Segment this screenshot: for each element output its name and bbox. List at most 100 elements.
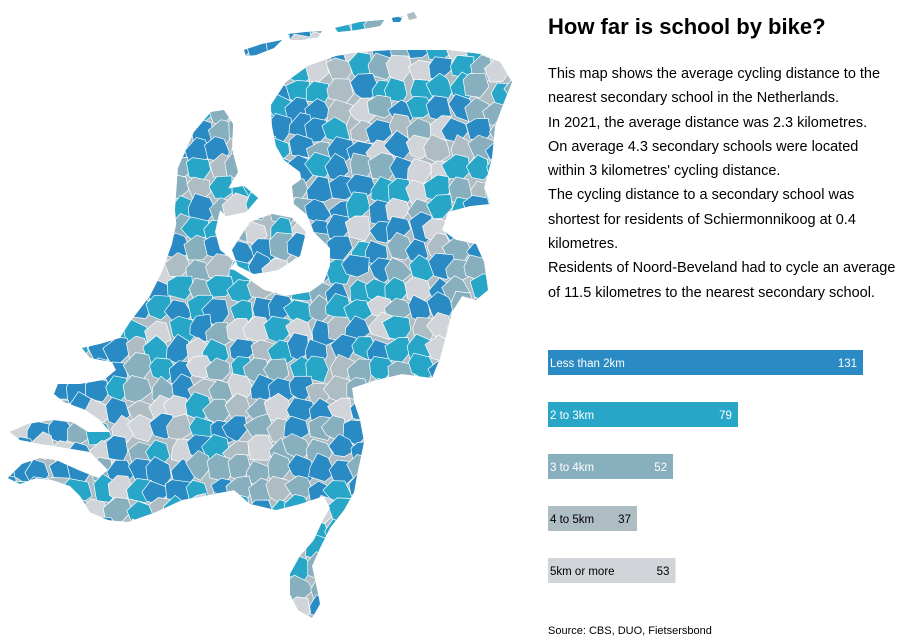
municipality-area [510, 59, 512, 85]
municipality-area [489, 396, 512, 425]
municipality-area [350, 12, 378, 22]
description-paragraph-2: In 2021, the average distance was 2.3 ki… [548, 114, 868, 131]
municipality-area [89, 237, 116, 268]
municipality-area [350, 14, 375, 45]
municipality-area [506, 518, 512, 546]
municipality-area [108, 598, 134, 618]
municipality-area [8, 135, 15, 164]
municipality-area [44, 153, 71, 186]
municipality-area [43, 74, 71, 103]
municipality-area [506, 191, 512, 220]
municipality-area [66, 79, 92, 105]
municipality-area [387, 518, 415, 545]
municipality-area [291, 12, 318, 24]
municipality-area [444, 598, 469, 618]
municipality-area [403, 12, 432, 25]
municipality-area [43, 91, 70, 119]
municipality-area [8, 376, 31, 401]
municipality-area [247, 499, 275, 525]
municipality-area [407, 452, 437, 480]
municipality-area [8, 56, 40, 80]
municipality-area [264, 551, 293, 581]
municipality-area [185, 32, 214, 60]
municipality-area [8, 119, 15, 146]
municipality-area [249, 132, 277, 160]
municipality-area [9, 176, 36, 202]
municipality-area [61, 478, 93, 504]
municipality-area [110, 136, 138, 164]
municipality-area [427, 414, 454, 442]
municipality-area [404, 34, 431, 59]
municipality-area [505, 338, 512, 365]
municipality-area [126, 237, 155, 262]
municipality-area [180, 73, 210, 101]
municipality-area [267, 17, 294, 42]
municipality-area [227, 555, 257, 583]
municipality-area [205, 275, 235, 298]
municipality-area [8, 415, 17, 444]
municipality-area [85, 12, 113, 22]
municipality-area [245, 576, 273, 603]
municipality-area [149, 158, 178, 186]
municipality-area [507, 359, 512, 384]
municipality-area [445, 539, 474, 567]
municipality-area [446, 14, 474, 43]
municipality-area [47, 320, 73, 345]
municipality-area [47, 273, 75, 300]
municipality-area [8, 234, 33, 263]
municipality-area [500, 276, 512, 300]
municipality-area [344, 215, 371, 242]
municipality-area [8, 471, 17, 502]
municipality-area [430, 552, 458, 581]
municipality-area [8, 535, 34, 564]
municipality-area [8, 533, 10, 561]
municipality-area [70, 318, 95, 346]
municipality-area [191, 594, 218, 618]
municipality-area [467, 219, 494, 246]
municipality-area [469, 337, 494, 368]
bar-2 [548, 454, 674, 479]
municipality-area [164, 12, 193, 21]
municipality-area [506, 535, 512, 559]
municipality-area [29, 555, 54, 584]
municipality-area [24, 494, 53, 523]
municipality-area [145, 120, 169, 143]
municipality-area [145, 598, 174, 618]
municipality-area [503, 177, 512, 203]
municipality-area [43, 213, 73, 243]
municipality-area [382, 575, 408, 604]
municipality-area [404, 498, 430, 526]
municipality-area [89, 295, 116, 325]
municipality-area [469, 435, 494, 463]
municipality-area [30, 374, 56, 405]
municipality-area [407, 397, 434, 426]
municipality-area [452, 453, 477, 480]
municipality-area [463, 12, 490, 26]
municipality-area [486, 158, 511, 185]
municipality-area [166, 32, 196, 60]
municipality-area [9, 75, 36, 103]
municipality-area [101, 239, 129, 267]
municipality-area [466, 492, 494, 521]
municipality-area [190, 517, 217, 543]
bar-category-label-2: 3 to 4km [550, 462, 594, 474]
municipality-area [47, 172, 75, 201]
municipality-area [226, 572, 251, 599]
municipality-area [62, 117, 90, 145]
municipality-area [506, 460, 512, 489]
municipality-area [226, 518, 254, 547]
bar-0 [548, 350, 863, 375]
municipality-area [62, 577, 94, 608]
municipality-area [10, 515, 38, 547]
municipality-area [243, 75, 275, 101]
municipality-area [26, 12, 53, 41]
municipality-area [267, 54, 291, 78]
municipality-area [44, 399, 71, 424]
municipality-area [51, 120, 76, 148]
municipality-area [491, 497, 512, 522]
municipality-area [461, 534, 492, 557]
municipality-area [8, 593, 31, 618]
municipality-area [361, 470, 391, 502]
municipality-area [209, 536, 234, 563]
municipality-area [8, 214, 39, 243]
